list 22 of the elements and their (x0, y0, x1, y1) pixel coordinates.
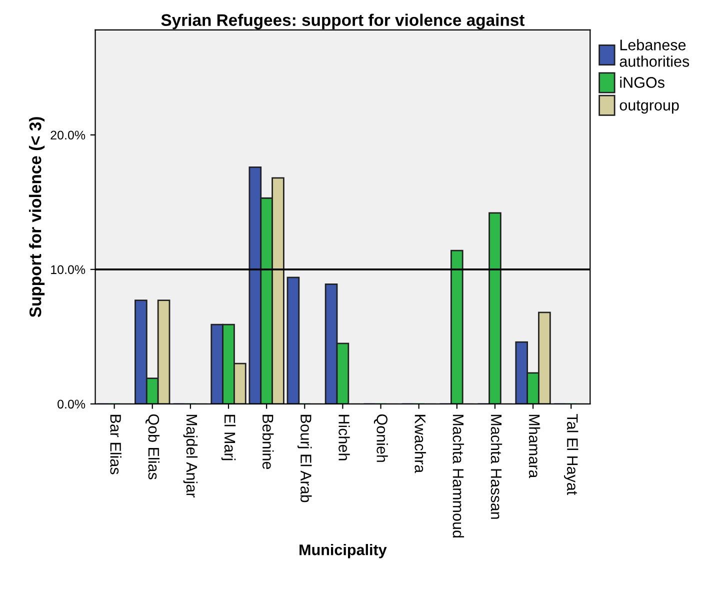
x-tick-label: Bar Elias (110, 414, 122, 474)
chart-title: Syrian Refugees: support for violence against (161, 14, 524, 30)
x-tick-label: Tal El Hayat (564, 414, 578, 496)
legend-label: Lebanese authorities (620, 39, 690, 67)
x-tick-label: El Marj (221, 414, 236, 460)
x-tick-label: Mhamara (528, 414, 540, 478)
legend-label: iNGOs (620, 76, 664, 88)
x-tick-label: Machta Hassan (490, 414, 502, 519)
x-axis-title: Municipality (300, 544, 387, 558)
x-tick-label: Qonieh (374, 414, 388, 462)
x-tick-label: Qob Elias (146, 414, 160, 480)
x-tick-label: Hicheh (338, 414, 350, 460)
y-tick-label: 20.0% (50, 130, 86, 140)
x-tick-label: Majdel Anjar (183, 414, 198, 498)
x-tick-label: Machta Hammoud (452, 414, 464, 538)
legend-label: outgroup (620, 100, 679, 114)
y-axis-title: Support for violence (< 3) (29, 117, 45, 318)
y-tick-label: 10.0% (51, 265, 86, 274)
y-tick-label: 0.0% (58, 400, 86, 409)
x-tick-label: Bebnine (262, 414, 274, 470)
x-tick-label: Bourj El Arab (298, 414, 312, 502)
x-tick-label: Kwachra (414, 414, 426, 474)
